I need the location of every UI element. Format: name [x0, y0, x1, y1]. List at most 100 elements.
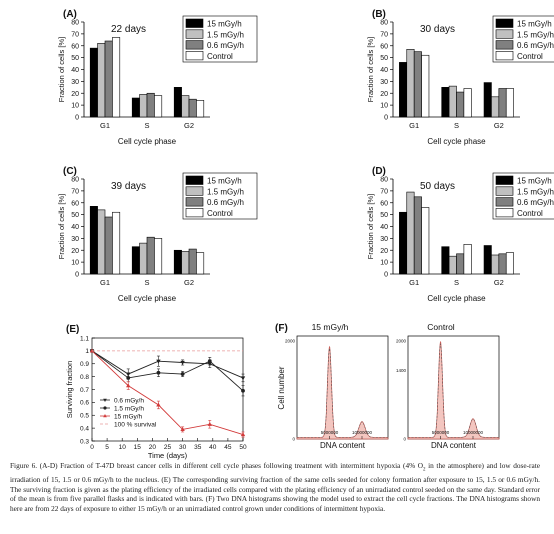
data-point: [126, 376, 131, 380]
legend-swatch: [495, 40, 514, 50]
bar-g1-1: [97, 209, 106, 275]
y-tick-label: 80: [71, 177, 79, 184]
bar-g2-2: [188, 248, 197, 275]
y-tick-label: 70: [380, 188, 388, 195]
panel-label: (C): [63, 166, 77, 177]
bar-panel-b: (B) 30 days 0 10 20 30 40 50 60 70 80 Fraction of c…: [366, 9, 554, 146]
legend-label: 1.5 mGy/h: [207, 30, 244, 39]
y-tick-label: 10: [380, 103, 388, 110]
bar-s-2: [146, 236, 155, 275]
bar-s-3: [463, 88, 472, 118]
legend-label: Control: [207, 52, 233, 61]
bar-s-3: [154, 238, 163, 275]
x-axis-label: DNA content: [320, 441, 366, 450]
series-line-2: [91, 350, 244, 436]
y-tick-label: 70: [71, 188, 79, 195]
bar-g1-1: [406, 191, 415, 275]
y-axis-label: Cell number: [277, 366, 286, 409]
bar-s-1: [139, 94, 148, 118]
legend-swatch: [185, 18, 204, 28]
y-axis-label: Fraction of cells [%]: [57, 194, 66, 259]
x-tick-label: G2: [494, 278, 504, 287]
legend-label: 1.5 mGy/h: [517, 187, 554, 196]
panel-label: (B): [372, 9, 386, 20]
bar-panel-d: (D) 50 days 0 10 20 30 40 50 60 70 80 Fraction of c…: [366, 166, 554, 303]
bar-s-0: [441, 87, 450, 118]
x-tick-label: 10: [119, 444, 127, 451]
model-fit-line: [408, 343, 499, 438]
bar-g1-0: [89, 47, 98, 118]
legend-swatch: [495, 29, 514, 39]
histogram-frame: [407, 335, 500, 440]
panel-label: (E): [66, 324, 79, 335]
y-axis-label: Fraction of cells [%]: [366, 37, 375, 102]
y-tick-label: 20: [71, 91, 79, 98]
histogram-frame: [296, 335, 389, 440]
bar-s-0: [131, 246, 140, 275]
x-tick-label: 20: [149, 444, 157, 451]
bar-s-0: [131, 97, 140, 118]
bar-g2-3: [196, 252, 205, 275]
y-tick-label: 0.7: [80, 387, 89, 394]
bar-s-2: [146, 92, 155, 118]
x-axis-label: DNA content: [431, 441, 477, 450]
bar-g2-1: [491, 254, 500, 275]
y-tick-label: 30: [71, 236, 79, 243]
legend-label: 1.5 mGy/h: [207, 187, 244, 196]
y-tick-label: 10: [380, 260, 388, 267]
y-tick-label: 20: [380, 91, 388, 98]
panel-label: (A): [63, 9, 77, 20]
y-tick-label: 0: [403, 437, 406, 442]
data-point: [241, 388, 245, 393]
x-tick-label: 15: [134, 444, 142, 451]
bar-g1-1: [406, 49, 415, 118]
legend-label: Control: [207, 209, 233, 218]
bar-g1-3: [421, 207, 430, 275]
y-tick-label: 0.6: [80, 400, 89, 407]
y-tick-label: 0.3: [80, 438, 89, 445]
legend-swatch: [185, 175, 204, 185]
bar-s-2: [456, 253, 465, 275]
bar-s-1: [139, 242, 148, 275]
legend-label: 100 % survival: [114, 421, 157, 428]
histogram-1: Control 5000000 10000000 0 1400 2000 DNA conte…: [396, 322, 500, 450]
caption-rest: in the atmosphere) and low dose-rate irr…: [10, 461, 540, 513]
y-tick-label: 2000: [285, 338, 296, 343]
legend-swatch: [495, 18, 514, 28]
x-tick-label: 5000000: [321, 430, 339, 435]
legend-swatch: [495, 208, 514, 218]
bar-s-3: [154, 95, 163, 118]
x-tick-label: G1: [409, 278, 419, 287]
x-tick-label: S: [454, 121, 459, 130]
y-tick-label: 1400: [396, 368, 407, 373]
legend-label: 0.6 mGy/h: [517, 41, 554, 50]
y-tick-label: 40: [380, 224, 388, 231]
y-tick-label: 80: [380, 20, 388, 27]
data-point: [126, 383, 131, 388]
caption-lead: Figure 6. (A-D) Fraction of T-47D breast…: [10, 461, 424, 470]
y-tick-label: 10: [71, 260, 79, 267]
histogram-title: Control: [427, 322, 455, 332]
y-tick-label: 0: [75, 115, 79, 122]
series-line-1: [91, 350, 244, 392]
bar-panel-a: (A) 22 days 0 10 20 30 40 50 60 70 80 Fraction of c…: [57, 9, 258, 146]
y-tick-label: 0: [384, 115, 388, 122]
legend-label: 1.5 mGy/h: [114, 405, 144, 412]
bar-g1-0: [399, 211, 408, 275]
legend-swatch: [185, 51, 204, 61]
bar-s-3: [463, 244, 472, 275]
bar-g1-0: [399, 62, 408, 118]
panel-title: 22 days: [111, 24, 146, 35]
legend-label: 0.6 mGy/h: [207, 198, 244, 207]
bar-panel-c: (C) 39 days 0 10 20 30 40 50 60 70 80 Fraction of c…: [57, 166, 258, 303]
x-tick-label: S: [144, 121, 149, 130]
y-tick-label: 2000: [396, 338, 407, 343]
bar-g2-2: [498, 253, 507, 275]
legend-swatch: [495, 197, 514, 207]
y-tick-label: 80: [71, 20, 79, 27]
histogram-title: 15 mGy/h: [312, 322, 349, 332]
data-point: [240, 376, 246, 381]
legend-marker: [103, 398, 107, 402]
legend-marker: [103, 414, 107, 418]
legend-swatch: [185, 40, 204, 50]
